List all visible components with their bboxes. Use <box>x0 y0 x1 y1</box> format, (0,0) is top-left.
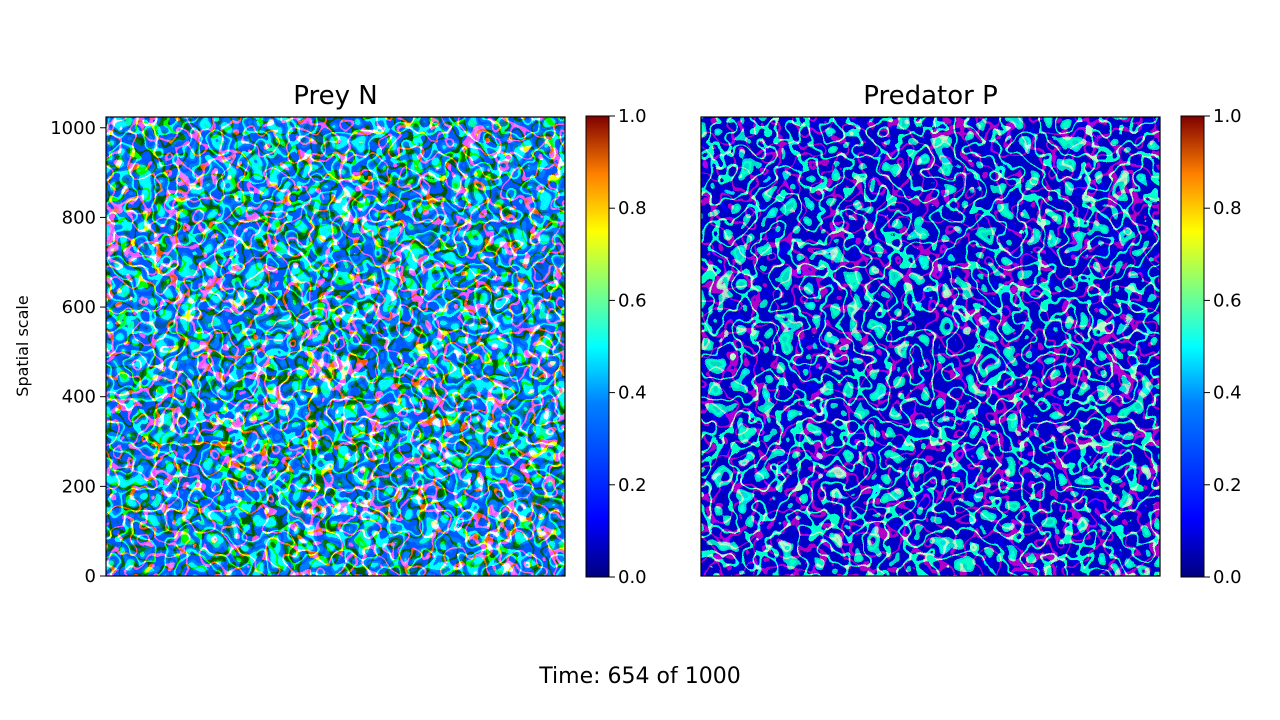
predator-title: Predator P <box>863 81 998 111</box>
colorbar-tick-label: 0.6 <box>618 290 647 311</box>
y-tick-label: 400 <box>62 387 96 408</box>
time-label: Time: 654 of 1000 <box>539 664 741 689</box>
colorbar-tick-label: 0.0 <box>618 567 647 588</box>
colorbar-tick-label: 0.8 <box>618 198 647 219</box>
y-tick-label: 800 <box>62 207 96 228</box>
prey-y-axis-label: Spatial scale <box>13 295 32 396</box>
prey-y-ticks: 0 200 400 600 800 1000 <box>50 118 106 587</box>
colorbar-tick-label: 0.6 <box>1213 290 1242 311</box>
prey-colorbar <box>585 115 610 578</box>
predator-colorbar <box>1180 115 1205 578</box>
colorbar-tick-label: 1.0 <box>1213 106 1242 127</box>
y-tick-label: 0 <box>85 566 96 587</box>
y-tick-label: 200 <box>62 476 96 497</box>
prey-colorbar-ticks: 0.0 0.2 0.4 0.6 0.8 1.0 <box>609 106 647 588</box>
predator-colorbar-ticks: 0.0 0.2 0.4 0.6 0.8 1.0 <box>1204 106 1242 588</box>
colorbar-tick-label: 1.0 <box>618 106 647 127</box>
colorbar-tick-label: 0.8 <box>1213 198 1242 219</box>
prey-axes-frame <box>105 116 566 577</box>
predator-heatmap <box>701 117 1160 576</box>
colorbar-tick-label: 0.0 <box>1213 567 1242 588</box>
colorbar-tick-label: 0.2 <box>618 475 647 496</box>
prey-heatmap <box>106 117 565 576</box>
y-tick-label: 1000 <box>50 118 96 139</box>
y-tick-label: 600 <box>62 297 96 318</box>
prey-panel: Prey N 0 200 400 600 800 1000 Spatial scale 0… <box>13 81 647 588</box>
predator-axes-frame <box>700 116 1161 577</box>
colorbar-tick-label: 0.4 <box>618 383 647 404</box>
prey-title: Prey N <box>293 81 377 111</box>
predator-panel: Predator P 0.0 0.2 0.4 0.6 0.8 1.0 <box>700 81 1242 588</box>
colorbar-tick-label: 0.2 <box>1213 475 1242 496</box>
colorbar-tick-label: 0.4 <box>1213 383 1242 404</box>
